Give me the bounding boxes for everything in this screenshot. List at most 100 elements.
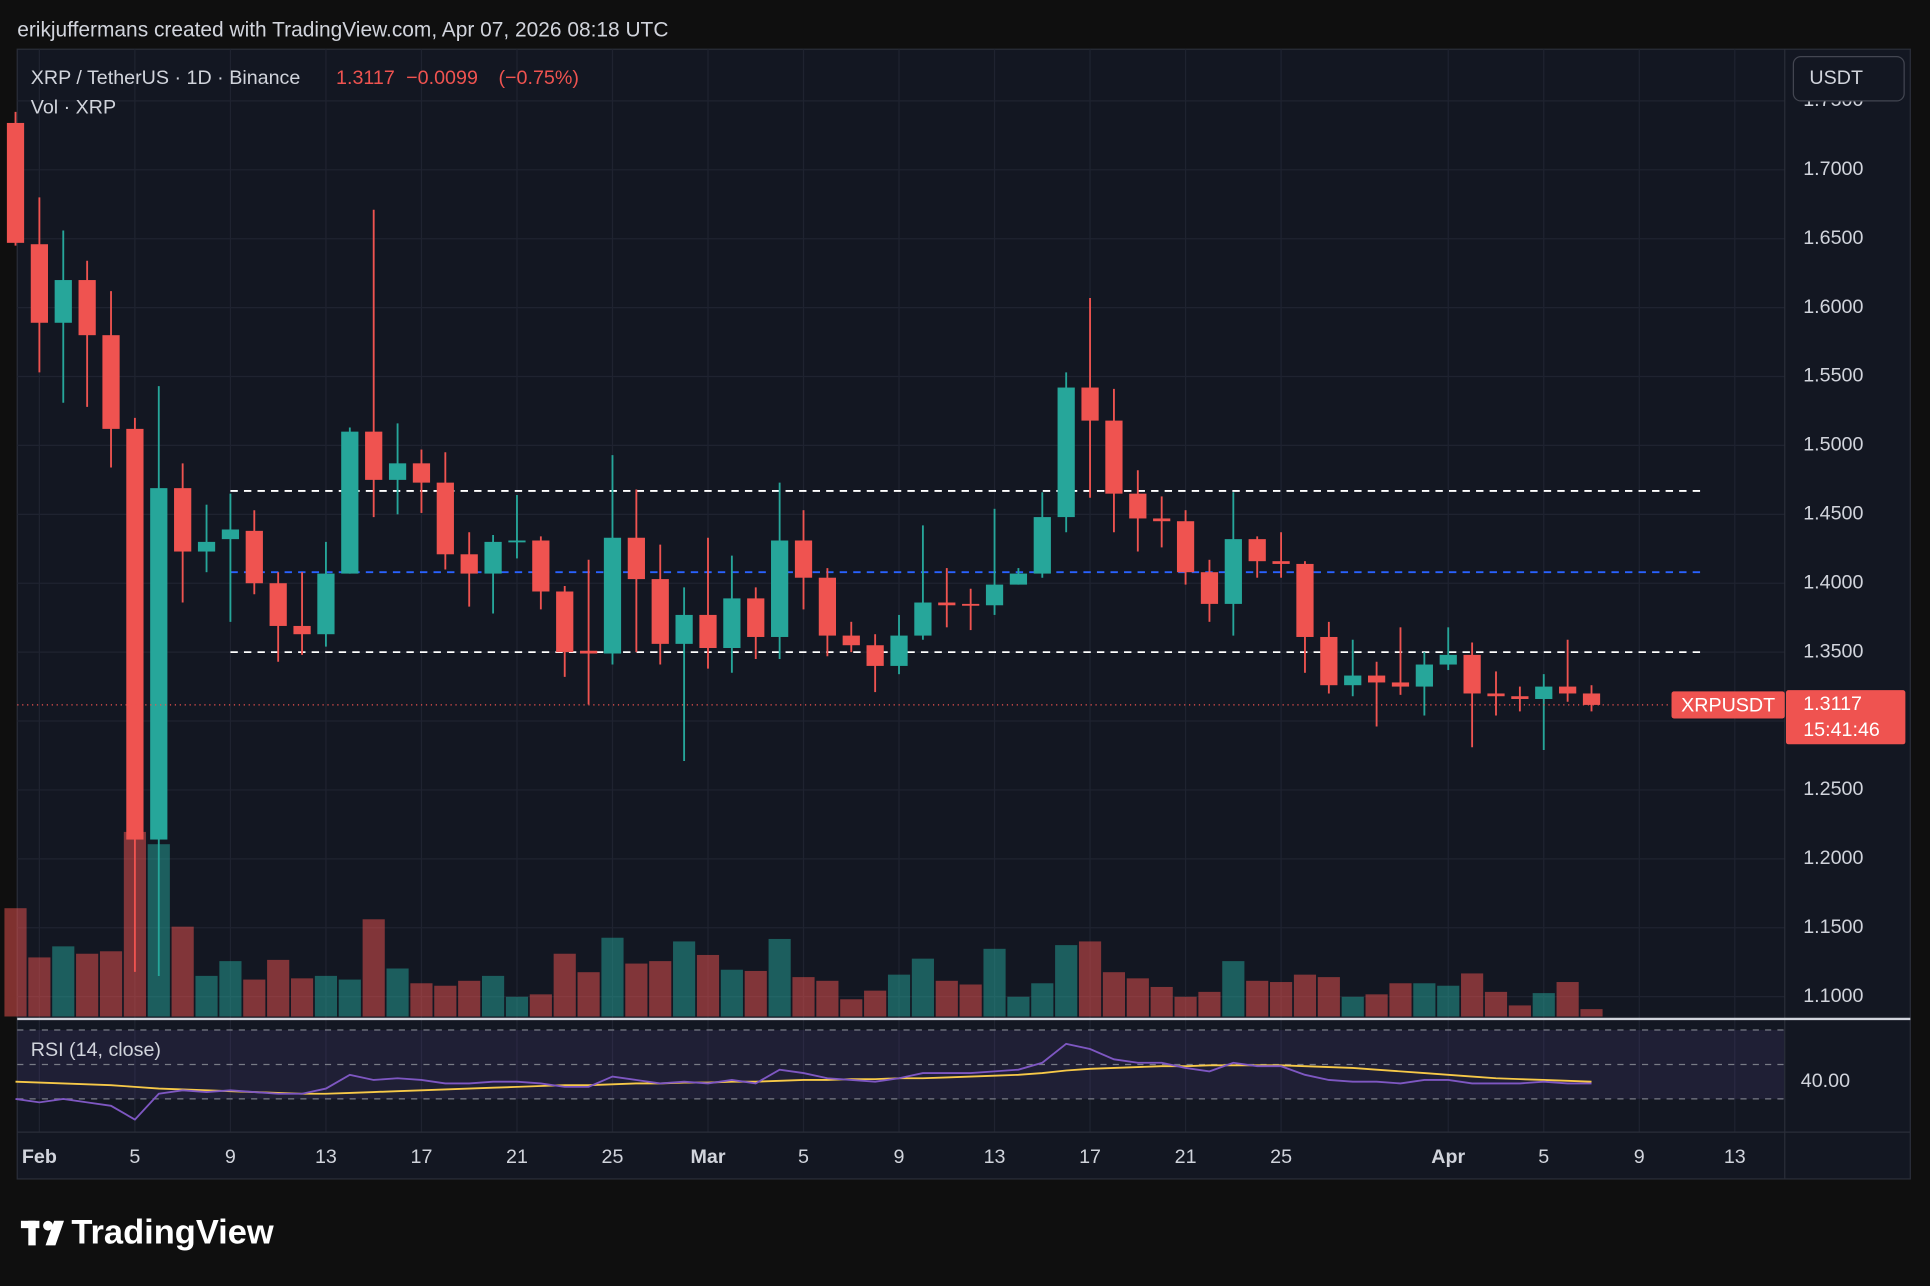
volume-bar: [744, 970, 767, 1017]
x-tick-label: Feb: [22, 1146, 57, 1168]
volume-bar: [1150, 986, 1173, 1017]
volume-bar: [792, 977, 815, 1017]
y-tick-label: 1.2500: [1803, 778, 1863, 800]
price-change: −0.0099: [406, 67, 478, 89]
volume-bar: [505, 996, 529, 1017]
volume-bar: [195, 975, 218, 1017]
candle-body: [985, 584, 1004, 606]
header: erikjuffermans created with TradingView.…: [17, 18, 668, 41]
symbol-tag: [1671, 691, 1785, 719]
volume-bar: [935, 980, 958, 1017]
logo-shape: [45, 1220, 65, 1246]
volume-bar: [1270, 982, 1293, 1017]
symbol-tag-label: XRPUSDT: [1681, 694, 1775, 716]
volume-bar: [577, 972, 600, 1017]
x-tick-label: 5: [129, 1146, 140, 1168]
volume-bar: [314, 975, 338, 1017]
volume-bar: [99, 951, 123, 1017]
volume-bar: [410, 983, 433, 1017]
candle-body: [126, 428, 144, 840]
candle-body: [1153, 518, 1171, 522]
x-tick-label: 25: [1270, 1146, 1292, 1168]
candle-body: [818, 577, 837, 636]
candle-body: [221, 529, 240, 540]
candle-body: [30, 244, 49, 323]
candle-body: [1296, 563, 1314, 637]
volume-bar: [1078, 941, 1102, 1017]
volume-bar: [1341, 996, 1364, 1017]
logo-shape: [43, 1220, 53, 1231]
x-tick-label: 9: [894, 1146, 905, 1168]
candle-body: [627, 537, 645, 580]
candle-body: [1224, 539, 1242, 604]
countdown: 15:41:46: [1803, 719, 1880, 741]
candle-body: [723, 598, 741, 648]
candle-body: [460, 554, 478, 574]
candle-body: [436, 482, 454, 555]
candle-body: [1248, 539, 1266, 562]
y-tick-label: 1.6000: [1803, 296, 1863, 318]
brand-logo: TradingView: [20, 1213, 274, 1251]
candle-body: [388, 463, 407, 480]
candle-body: [1559, 686, 1577, 694]
y-tick-label: 1.2000: [1803, 847, 1863, 869]
volume-bar: [219, 961, 242, 1017]
volume-bar: [983, 948, 1006, 1017]
y-tick-label: 1.7000: [1803, 158, 1863, 180]
volume-bar: [243, 979, 266, 1017]
candle-body: [269, 583, 287, 626]
currency-button[interactable]: USDT: [1792, 55, 1905, 102]
volume-bar: [649, 961, 672, 1017]
volume-bar: [338, 979, 361, 1017]
y-tick-label: 1.5000: [1803, 434, 1863, 456]
volume-bar: [720, 969, 743, 1017]
volume-bar: [386, 968, 409, 1017]
candle-body: [938, 602, 956, 606]
volume-bar: [1437, 985, 1460, 1017]
volume-bar: [1508, 1005, 1531, 1017]
candle-body: [1463, 654, 1481, 694]
volume-bar: [1532, 993, 1555, 1017]
candle-body: [579, 650, 598, 654]
candle-body: [293, 625, 311, 635]
candle-body: [365, 431, 383, 480]
y-tick-label: 1.4000: [1803, 571, 1863, 593]
rsi-line: [15, 1042, 1592, 1121]
rsi-label: RSI (14, close): [31, 1039, 161, 1061]
volume-bar: [76, 953, 99, 1017]
currency-button-box[interactable]: [1792, 55, 1905, 102]
brand-name: TradingView: [71, 1213, 274, 1251]
candle-body: [1009, 573, 1028, 585]
volume-bar: [673, 941, 696, 1017]
candle-body: [78, 280, 96, 336]
volume-bar: [1484, 991, 1508, 1017]
candle-body: [54, 280, 72, 323]
candle-body: [1391, 682, 1410, 687]
volume-bar: [864, 990, 887, 1017]
volume-bar: [1102, 972, 1126, 1017]
candle-body: [1439, 654, 1457, 665]
volume-bar: [458, 980, 481, 1017]
candle-body: [197, 541, 216, 552]
y-tick-label: 1.5500: [1803, 365, 1863, 387]
volume-bar: [482, 975, 505, 1017]
candle-body: [699, 614, 717, 648]
volume-bar: [840, 999, 863, 1017]
candle-body: [1344, 675, 1362, 686]
candle-body: [651, 579, 669, 644]
candle-body: [1511, 696, 1529, 699]
volume-bar: [290, 978, 314, 1017]
volume-bar: [1126, 978, 1149, 1017]
x-tick-label: 5: [798, 1146, 809, 1168]
volume-bar: [768, 938, 791, 1017]
candle-body: [1487, 693, 1505, 697]
volume-bar: [816, 980, 839, 1017]
candle-body: [341, 431, 359, 574]
volume-bar: [1461, 973, 1484, 1017]
candle-body: [1057, 387, 1075, 518]
y-tick-label: 1.4500: [1803, 503, 1863, 525]
volume-bar: [52, 946, 75, 1017]
currency[interactable]: USDT: [1809, 67, 1863, 89]
volume-bar: [1556, 982, 1579, 1017]
logo-shape: [28, 1220, 36, 1246]
